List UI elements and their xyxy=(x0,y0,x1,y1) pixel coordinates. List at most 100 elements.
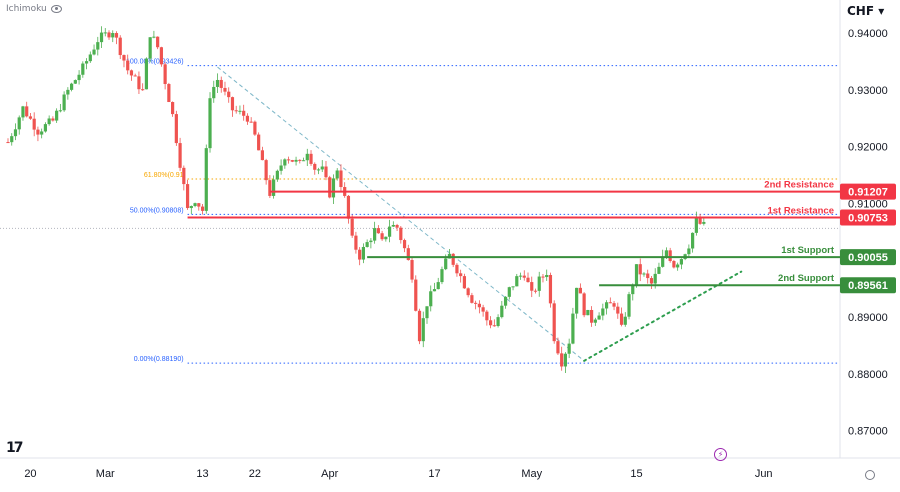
candle xyxy=(17,117,21,130)
level-name: 2nd Support xyxy=(778,273,835,284)
candle xyxy=(234,110,238,112)
candle xyxy=(451,253,455,265)
dotted-trendline xyxy=(583,270,743,362)
candle xyxy=(604,302,609,309)
candle xyxy=(40,131,44,135)
candle xyxy=(103,32,107,34)
candle xyxy=(99,32,104,43)
level-price-label: 0.90055 xyxy=(848,252,888,264)
candle xyxy=(623,316,627,325)
candle xyxy=(492,325,496,327)
candle xyxy=(515,276,519,287)
candle xyxy=(571,313,575,344)
candle xyxy=(470,295,474,303)
candle xyxy=(328,177,332,198)
candle xyxy=(163,64,167,85)
candle xyxy=(208,98,212,149)
candle xyxy=(36,129,40,135)
candle xyxy=(144,58,149,90)
candle xyxy=(305,153,309,161)
candle xyxy=(653,273,657,284)
candle xyxy=(339,170,343,188)
candle xyxy=(642,273,646,275)
candle xyxy=(500,305,504,318)
candle xyxy=(526,277,530,283)
candle xyxy=(197,203,201,207)
candle xyxy=(597,315,601,320)
level-price-tag xyxy=(840,277,896,294)
candle xyxy=(691,232,695,249)
candle xyxy=(518,275,523,277)
candle xyxy=(81,63,85,75)
x-tick-label: Apr xyxy=(321,468,338,480)
candle xyxy=(238,110,242,112)
candle xyxy=(69,83,74,90)
candle xyxy=(249,121,253,123)
candle xyxy=(118,37,122,56)
candle xyxy=(488,320,493,326)
candle xyxy=(608,302,612,304)
level-price-label: 0.91207 xyxy=(848,187,888,199)
candle xyxy=(77,74,81,81)
candle xyxy=(429,291,433,307)
candle xyxy=(548,274,553,304)
candle xyxy=(21,106,25,118)
x-tick-label: 20 xyxy=(24,468,36,480)
candle xyxy=(627,294,631,317)
candle xyxy=(619,313,624,325)
level-price-tag xyxy=(840,183,896,200)
candle xyxy=(43,124,48,132)
candle xyxy=(182,167,186,185)
candle xyxy=(541,276,545,278)
x-tick-label: Mar xyxy=(96,468,115,480)
candle xyxy=(481,307,485,312)
y-tick-label: 0.89000 xyxy=(848,312,888,324)
candle xyxy=(294,159,298,162)
candle xyxy=(664,250,669,257)
candle xyxy=(638,264,642,275)
candle xyxy=(28,116,33,119)
level-price-label: 0.90753 xyxy=(848,212,888,224)
candle xyxy=(414,279,418,311)
eye-icon[interactable] xyxy=(50,5,62,13)
level-name: 2nd Resistance xyxy=(764,180,834,191)
y-tick-label: 0.92000 xyxy=(848,142,888,154)
currency-label: CHF xyxy=(847,4,875,18)
candle xyxy=(649,278,654,284)
candle xyxy=(646,273,650,279)
level-price-tag xyxy=(840,249,896,266)
currency-selector[interactable]: CHF ▾ xyxy=(847,4,884,18)
candle xyxy=(354,235,358,250)
chevron-down-icon: ▾ xyxy=(878,4,885,18)
x-tick-label: May xyxy=(521,468,542,480)
candle xyxy=(503,296,508,306)
candle xyxy=(73,80,77,84)
candle xyxy=(313,163,317,170)
candle xyxy=(88,54,92,62)
candle xyxy=(466,288,470,296)
candle xyxy=(601,308,605,316)
candle xyxy=(193,203,197,207)
candle xyxy=(586,309,590,316)
candle xyxy=(421,318,425,342)
candle xyxy=(189,206,193,209)
candle xyxy=(47,118,51,125)
candle xyxy=(410,260,414,280)
candle xyxy=(320,166,324,170)
candle xyxy=(350,218,354,236)
indicator-label[interactable]: Ichimoku xyxy=(6,4,62,14)
candle xyxy=(257,134,261,151)
candle xyxy=(702,221,706,224)
candle xyxy=(167,84,171,103)
candle xyxy=(556,341,560,354)
candle xyxy=(324,166,328,178)
candle xyxy=(126,60,130,71)
settings-icon[interactable] xyxy=(865,470,875,480)
lightning-icon[interactable]: ⚡ xyxy=(714,448,727,461)
candle xyxy=(590,309,594,323)
candle xyxy=(62,94,66,111)
candle xyxy=(129,70,134,76)
candle xyxy=(152,36,156,38)
candle xyxy=(204,148,208,211)
